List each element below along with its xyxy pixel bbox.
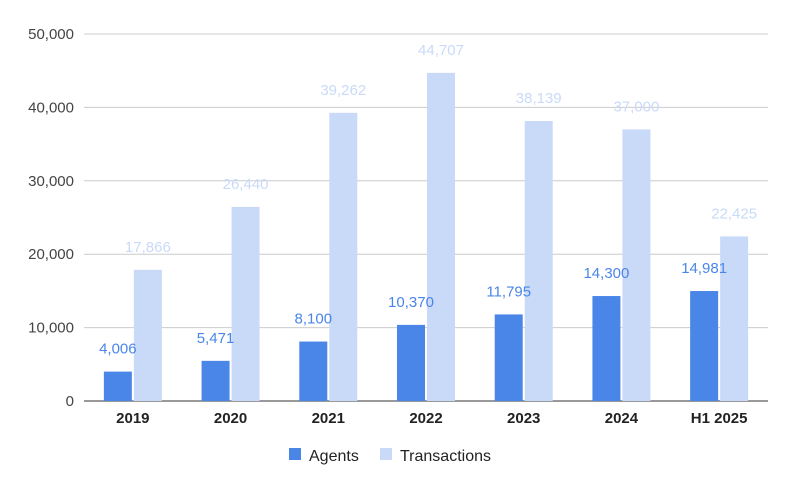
x-axis: 2019 2020 2021 2022 2023 2024 H1 2025 (116, 410, 747, 427)
data-label-agents: 14,981 (681, 260, 727, 277)
data-label-transactions: 17,866 (125, 239, 171, 256)
y-tick-label: 50,000 (28, 26, 74, 43)
x-tick-label: H1 2025 (691, 410, 748, 427)
x-tick-label: 2022 (409, 410, 442, 427)
x-tick-label: 2020 (214, 410, 247, 427)
bar-agents-2021 (299, 341, 328, 401)
legend-label-transactions: Transactions (400, 448, 491, 465)
bar-transactions-2020 (231, 206, 260, 401)
bar-agents-h1-2025 (690, 291, 719, 401)
legend-label-agents: Agents (309, 448, 359, 465)
y-tick-label: 10,000 (28, 320, 74, 337)
legend: Agents Transactions (289, 448, 491, 465)
bar-agents-2019 (103, 371, 132, 401)
data-labels: 4,006 17,866 5,471 26,440 8,100 39,262 10,370 4… (99, 42, 757, 358)
grid (84, 33, 768, 402)
x-tick-label: 2024 (605, 410, 639, 427)
bar-transactions-2019 (133, 269, 162, 401)
bar-agents-2024 (592, 296, 621, 401)
bar-transactions-2022 (427, 72, 455, 401)
data-label-agents: 5,471 (197, 330, 235, 347)
x-tick-label: 2023 (507, 410, 540, 427)
bar-transactions-2021 (329, 112, 358, 401)
bar-agents-2022 (397, 324, 425, 401)
data-label-transactions: 22,425 (711, 205, 757, 222)
legend-swatch-agents (289, 448, 301, 460)
y-axis: 0 10,000 20,000 30,000 40,000 50,000 (28, 26, 74, 410)
bar-transactions-2023 (524, 121, 553, 401)
x-tick-label: 2021 (312, 410, 345, 427)
data-label-transactions: 37,000 (613, 98, 659, 115)
y-tick-label: 0 (66, 393, 74, 410)
bar-agents-2023 (494, 314, 523, 401)
x-tick-label: 2019 (116, 410, 149, 427)
data-label-agents: 4,006 (99, 341, 137, 358)
y-tick-label: 40,000 (28, 99, 74, 116)
data-label-agents: 8,100 (295, 311, 333, 328)
data-label-transactions: 26,440 (223, 176, 269, 193)
bar-agents-2020 (201, 360, 230, 401)
data-label-agents: 14,300 (583, 265, 629, 282)
data-label-transactions: 39,262 (320, 82, 366, 99)
bars (103, 72, 749, 402)
bar-transactions-2024 (622, 129, 651, 402)
y-tick-label: 20,000 (28, 246, 74, 263)
data-label-agents: 10,370 (388, 294, 434, 311)
data-label-agents: 11,795 (486, 283, 531, 300)
y-tick-label: 30,000 (28, 173, 74, 190)
data-label-transactions: 38,139 (516, 90, 562, 107)
bar-transactions-h1-2025 (720, 236, 749, 401)
data-label-transactions: 44,707 (418, 42, 464, 59)
legend-swatch-transactions (380, 448, 392, 460)
